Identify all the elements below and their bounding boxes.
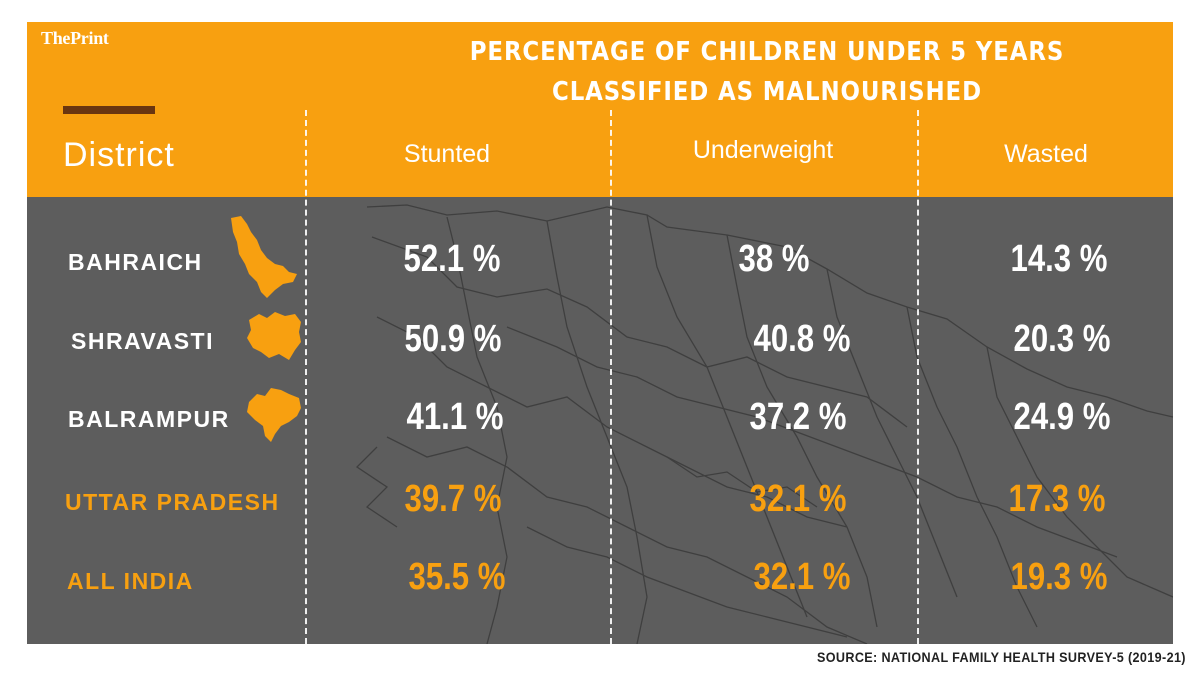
- value-up-wasted: 17.3 %: [1008, 478, 1106, 520]
- value-balrampur-underweight: 37.2 %: [749, 396, 847, 438]
- data-panel: [27, 197, 1173, 644]
- source-note: SOURCE: NATIONAL FAMILY HEALTH SURVEY-5 …: [817, 649, 1186, 665]
- value-india-underweight: 32.1 %: [753, 556, 851, 598]
- value-up-underweight: 32.1 %: [749, 478, 847, 520]
- value-india-stunted: 35.5 %: [408, 556, 506, 598]
- balrampur-map-icon: [247, 388, 301, 442]
- decorative-dash: [63, 106, 155, 114]
- row-label-all-india: ALL INDIA: [67, 568, 194, 594]
- row-label-shravasti: SHRAVASTI: [71, 328, 214, 354]
- district-header: District: [63, 136, 175, 174]
- value-india-wasted: 19.3 %: [1010, 556, 1108, 598]
- brand-logo: ThePrint: [41, 28, 109, 48]
- column-divider-3: [917, 110, 919, 644]
- column-header-wasted: Wasted: [1004, 140, 1088, 168]
- value-shravasti-stunted: 50.9 %: [404, 318, 502, 360]
- value-bahraich-wasted: 14.3 %: [1010, 238, 1108, 280]
- title-line-1: PERCENTAGE OF CHILDREN UNDER 5 YEARS: [469, 37, 1065, 67]
- value-up-stunted: 39.7 %: [404, 478, 502, 520]
- row-label-uttar-pradesh: UTTAR PRADESH: [65, 489, 280, 515]
- value-shravasti-underweight: 40.8 %: [753, 318, 851, 360]
- row-label-balrampur: BALRAMPUR: [68, 406, 230, 432]
- background-state-map: [355, 204, 1173, 644]
- value-balrampur-wasted: 24.9 %: [1013, 396, 1111, 438]
- shravasti-map-icon: [247, 312, 301, 360]
- bahraich-map-icon: [231, 216, 297, 298]
- column-divider-2: [610, 110, 612, 644]
- column-header-underweight: Underweight: [692, 136, 834, 164]
- value-bahraich-stunted: 52.1 %: [403, 238, 501, 280]
- infographic-card: ThePrint PERCENTAGE OF CHILDREN UNDER 5 …: [27, 22, 1173, 644]
- value-shravasti-wasted: 20.3 %: [1013, 318, 1111, 360]
- chart-title: PERCENTAGE OF CHILDREN UNDER 5 YEARS CLA…: [441, 32, 1092, 112]
- column-header-stunted: Stunted: [403, 140, 491, 168]
- header-band: ThePrint PERCENTAGE OF CHILDREN UNDER 5 …: [27, 22, 1173, 197]
- value-bahraich-underweight: 38 %: [738, 238, 810, 280]
- value-balrampur-stunted: 41.1 %: [406, 396, 504, 438]
- column-divider-1: [305, 110, 307, 644]
- title-line-2: CLASSIFIED AS MALNOURISHED: [552, 77, 982, 107]
- row-label-bahraich: BAHRAICH: [68, 249, 203, 275]
